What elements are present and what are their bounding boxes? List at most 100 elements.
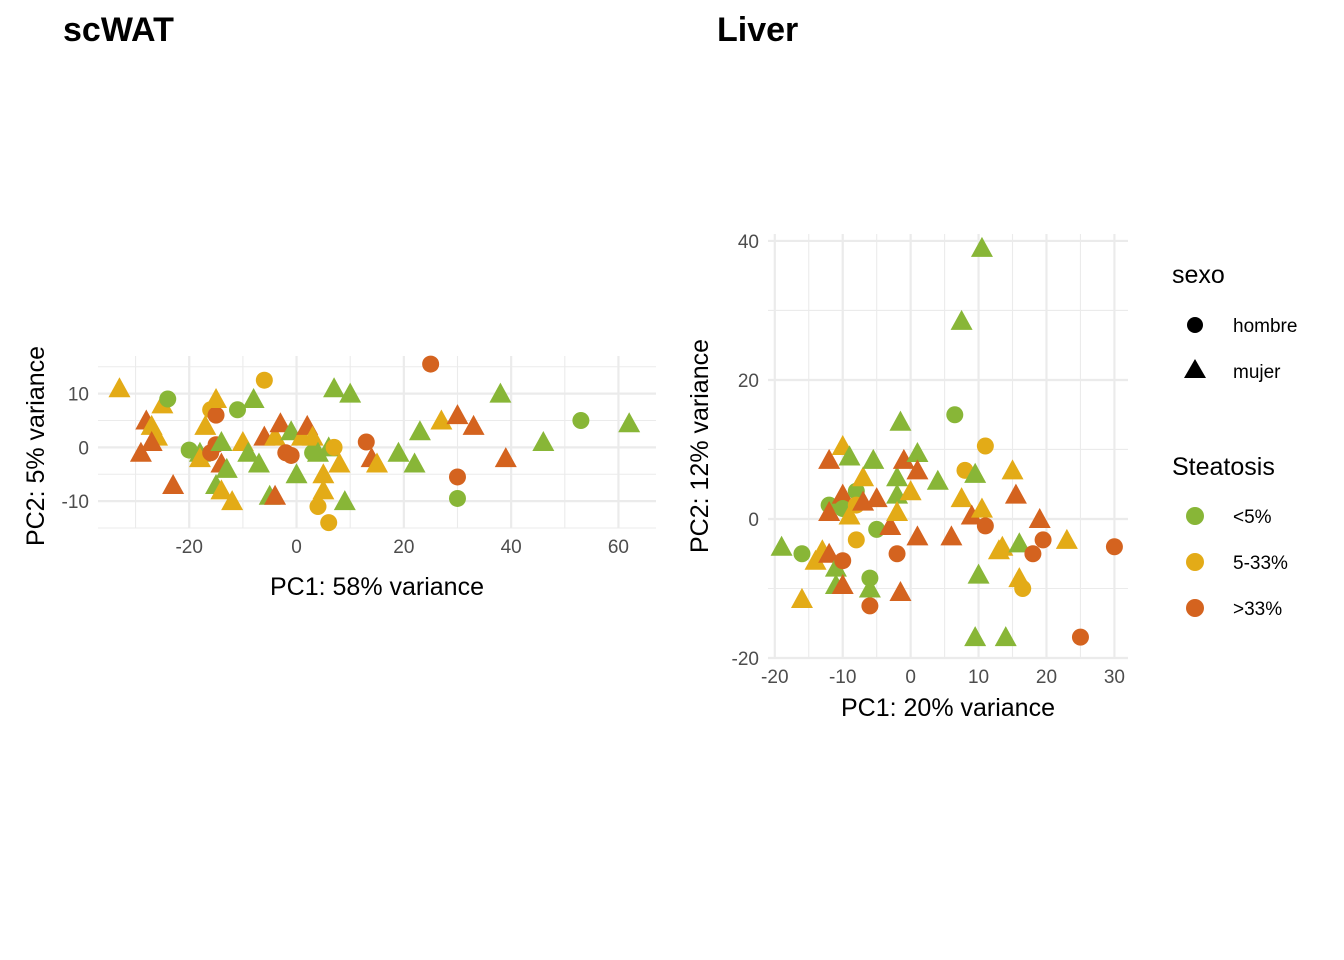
liver-point-mujer [960, 504, 983, 525]
liver-point-hombre [861, 597, 879, 615]
liver-y-tick-label: 20 [738, 371, 759, 392]
legend-steatosis-mid-swatch [1186, 553, 1204, 571]
scwat-point-mujer [215, 457, 238, 478]
scwat-point-hombre [255, 371, 273, 389]
scwat-point-mujer [301, 425, 324, 446]
liver-point-mujer [964, 626, 987, 647]
liver-point-mujer [964, 462, 987, 483]
scwat-point-mujer [403, 452, 426, 473]
scwat-point-hombre [572, 412, 590, 429]
scwat-points [108, 355, 641, 532]
scwat-point-hombre [448, 468, 466, 486]
scwat-point-mujer [489, 382, 512, 403]
liver-point-mujer [950, 487, 973, 508]
liver-point-mujer [906, 525, 929, 546]
liver-x-tick-label: 0 [905, 667, 916, 688]
liver-point-mujer [892, 448, 915, 469]
liver-x-tick-label: -20 [761, 667, 788, 688]
liver-point-mujer [970, 236, 993, 257]
liver-point-hombre [1024, 545, 1042, 563]
scwat-point-mujer [462, 414, 485, 435]
scwat-point-mujer [194, 414, 217, 435]
legend-steatosis-mid-label: 5-33% [1233, 553, 1288, 574]
liver-point-mujer [970, 497, 993, 518]
scwat-point-mujer [312, 479, 335, 500]
scwat-point-mujer [242, 388, 265, 409]
liver-point-mujer [831, 483, 854, 504]
liver-point-mujer [899, 480, 922, 501]
liver-y-axis-title: PC2: 12% variance [686, 339, 714, 553]
liver-gridlines [768, 234, 1128, 660]
liver-y-tick-label: -20 [732, 649, 759, 670]
scwat-y-tick-labels: -10 0 10 [62, 385, 89, 514]
scwat-point-mujer [387, 441, 410, 462]
legend-steatosis-high-swatch [1186, 599, 1204, 617]
scwat-point-mujer [285, 463, 308, 484]
scwat-point-mujer [210, 431, 233, 452]
scwat-x-tick-labels: -20 0 20 40 60 [175, 537, 629, 558]
legend-mujer-triangle-icon [1184, 359, 1206, 378]
scwat-point-mujer [618, 412, 641, 433]
scwat-point-mujer [494, 447, 517, 468]
scwat-point-mujer [339, 382, 362, 403]
scwat-point-mujer [408, 420, 431, 441]
legend-steatosis-low-label: <5% [1233, 507, 1272, 528]
scwat-point-mujer [108, 377, 131, 398]
scwat-point-mujer [306, 441, 329, 462]
liver-point-hombre [1034, 531, 1052, 549]
liver-point-mujer [1008, 532, 1031, 553]
liver-point-hombre [888, 545, 906, 563]
legend-hombre-circle-icon [1187, 317, 1203, 333]
liver-point-hombre [946, 406, 964, 424]
liver-point-mujer [831, 574, 854, 595]
scwat-y-tick-label: -10 [62, 492, 89, 513]
scwat-point-mujer [430, 409, 453, 430]
liver-x-axis-title: PC1: 20% variance [841, 694, 1055, 722]
scwat-point-mujer [247, 452, 270, 473]
liver-point-hombre [1105, 538, 1123, 556]
scwat-y-axis-title: PC2: 5% variance [22, 346, 50, 546]
liver-x-tick-label: 10 [968, 667, 989, 688]
scwat-point-hombre [282, 446, 300, 464]
scwat-point-mujer [446, 404, 469, 425]
liver-point-mujer [886, 501, 909, 522]
scwat-point-hombre [309, 498, 327, 515]
scwat-point-mujer [323, 377, 346, 398]
liver-point-mujer [906, 441, 929, 462]
scwat-x-tick-label: 60 [608, 537, 629, 558]
scwat-point-mujer [129, 441, 152, 462]
scwat-point-mujer [269, 412, 292, 433]
liver-point-mujer [1004, 483, 1027, 504]
liver-points [770, 236, 1123, 647]
scwat-y-tick-label: 0 [78, 438, 89, 459]
liver-point-mujer [967, 563, 990, 584]
liver-point-mujer [838, 445, 861, 466]
scwat-point-hombre [320, 514, 338, 532]
liver-point-mujer [994, 626, 1017, 647]
scwat-point-hombre [229, 401, 246, 419]
liver-point-mujer [889, 580, 912, 601]
scwat-point-mujer [162, 474, 185, 495]
liver-y-tick-label: 0 [748, 510, 759, 531]
legend-steatosis-high-label: >33% [1233, 599, 1282, 620]
liver-point-mujer [770, 535, 793, 556]
liver-point-mujer [818, 542, 841, 563]
scwat-point-mujer [328, 452, 351, 473]
liver-point-mujer [804, 549, 827, 570]
liver-point-mujer [940, 525, 963, 546]
legend-sexo-title: sexo [1172, 261, 1225, 289]
liver-point-mujer [838, 504, 861, 525]
scwat-point-mujer [333, 490, 356, 511]
scwat-point-hombre [159, 390, 177, 408]
liver-point-mujer [852, 466, 875, 487]
legend-steatosis-low-swatch [1186, 507, 1204, 525]
legend-hombre-label: hombre [1233, 316, 1297, 337]
scwat-point-mujer [264, 484, 287, 505]
liver-point-mujer [824, 556, 847, 577]
scwat-point-hombre [422, 355, 440, 373]
scwat-point-hombre [325, 438, 343, 456]
liver-point-mujer [1001, 459, 1024, 480]
scwat-point-mujer [221, 490, 244, 511]
